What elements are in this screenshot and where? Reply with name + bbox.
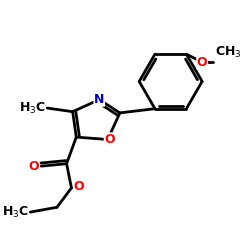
- Text: O: O: [197, 56, 207, 68]
- Text: H$_3$C: H$_3$C: [2, 204, 29, 220]
- Text: CH$_3$: CH$_3$: [216, 44, 242, 60]
- Text: N: N: [94, 93, 104, 106]
- Text: O: O: [104, 133, 115, 146]
- Text: H$_3$C: H$_3$C: [19, 100, 46, 116]
- Text: O: O: [74, 180, 85, 193]
- Text: O: O: [28, 160, 39, 173]
